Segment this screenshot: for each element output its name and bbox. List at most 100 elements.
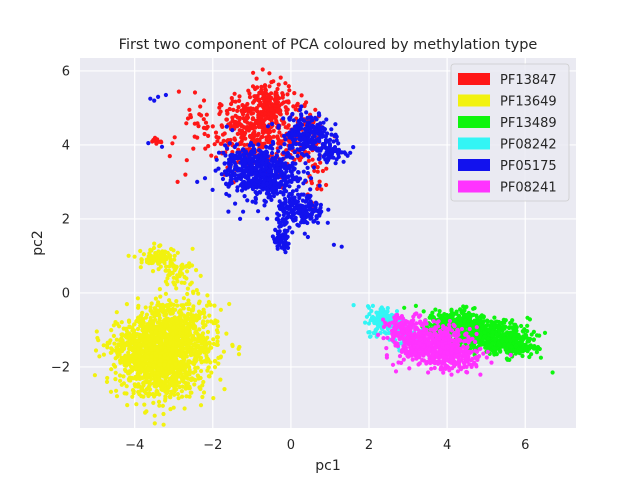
data-point (189, 263, 195, 268)
data-point (163, 279, 168, 284)
data-point (137, 319, 142, 325)
data-point (534, 333, 540, 338)
data-point (482, 334, 487, 339)
data-point (291, 104, 296, 109)
data-point (187, 301, 192, 306)
data-point (189, 339, 194, 344)
data-point (209, 345, 214, 350)
data-point (179, 319, 184, 324)
data-point (224, 191, 229, 197)
data-point (501, 317, 506, 322)
data-point (276, 149, 281, 154)
data-point (154, 312, 160, 318)
data-point (133, 338, 138, 343)
data-point (144, 348, 149, 353)
data-point (263, 111, 268, 116)
data-point (206, 365, 211, 370)
data-point (195, 179, 200, 184)
data-point (369, 315, 375, 320)
data-point (489, 360, 494, 365)
data-point (138, 265, 143, 270)
data-point (166, 316, 171, 322)
data-point (220, 176, 226, 182)
data-point (127, 324, 132, 329)
data-point (271, 141, 276, 146)
data-point (105, 342, 110, 347)
data-point (522, 334, 528, 339)
data-point (192, 90, 198, 95)
data-point (290, 111, 295, 117)
data-point (201, 125, 206, 130)
data-point (199, 113, 204, 118)
data-point (283, 137, 288, 142)
data-point (421, 309, 426, 314)
data-point (284, 108, 289, 113)
data-point (295, 153, 300, 158)
data-point (256, 139, 261, 144)
data-point (130, 328, 135, 333)
data-point (323, 134, 328, 139)
data-point (152, 241, 157, 246)
data-point (410, 357, 415, 362)
data-point (333, 122, 338, 127)
data-point (171, 325, 176, 330)
data-point (481, 351, 486, 356)
data-point (117, 373, 123, 378)
data-point (202, 315, 207, 320)
data-point (161, 411, 166, 417)
data-point (233, 201, 238, 206)
data-point (145, 373, 151, 378)
data-point (121, 381, 126, 386)
data-point (152, 413, 157, 418)
data-point (115, 354, 120, 359)
data-point (264, 158, 270, 163)
data-point (128, 333, 133, 338)
data-point (250, 116, 256, 121)
data-point (228, 123, 233, 128)
data-point (261, 102, 266, 107)
data-point (364, 314, 369, 319)
data-point (315, 220, 321, 225)
data-point (144, 325, 149, 330)
data-point (232, 91, 237, 96)
data-point (250, 106, 256, 111)
data-point (275, 191, 280, 196)
data-point (155, 137, 160, 142)
data-point (180, 271, 185, 276)
data-point (228, 165, 233, 170)
data-point (307, 140, 312, 145)
data-point (154, 353, 159, 358)
chart-title: First two component of PCA coloured by m… (119, 37, 538, 53)
data-point (290, 230, 295, 235)
data-point (433, 307, 438, 312)
data-point (195, 135, 200, 140)
data-point (169, 317, 174, 322)
data-point (480, 341, 485, 346)
data-point (172, 253, 177, 258)
data-point (302, 118, 307, 123)
data-point (183, 172, 188, 177)
data-point (188, 331, 193, 336)
data-point (124, 384, 129, 389)
data-point (237, 344, 242, 350)
data-point (113, 320, 118, 325)
data-point (305, 165, 310, 170)
data-point (279, 159, 284, 164)
data-point (249, 121, 254, 126)
data-point (252, 98, 257, 103)
data-point (246, 177, 251, 182)
data-point (245, 120, 250, 125)
data-point (198, 355, 204, 360)
data-point (239, 124, 244, 129)
data-point (275, 229, 280, 234)
data-point (224, 124, 229, 129)
data-point (289, 132, 294, 137)
data-point (203, 323, 208, 328)
data-point (313, 107, 318, 112)
data-point (317, 152, 322, 157)
data-point (301, 131, 306, 136)
data-point (277, 130, 282, 135)
data-point (280, 217, 285, 222)
data-point (136, 350, 141, 355)
data-point (233, 99, 238, 104)
